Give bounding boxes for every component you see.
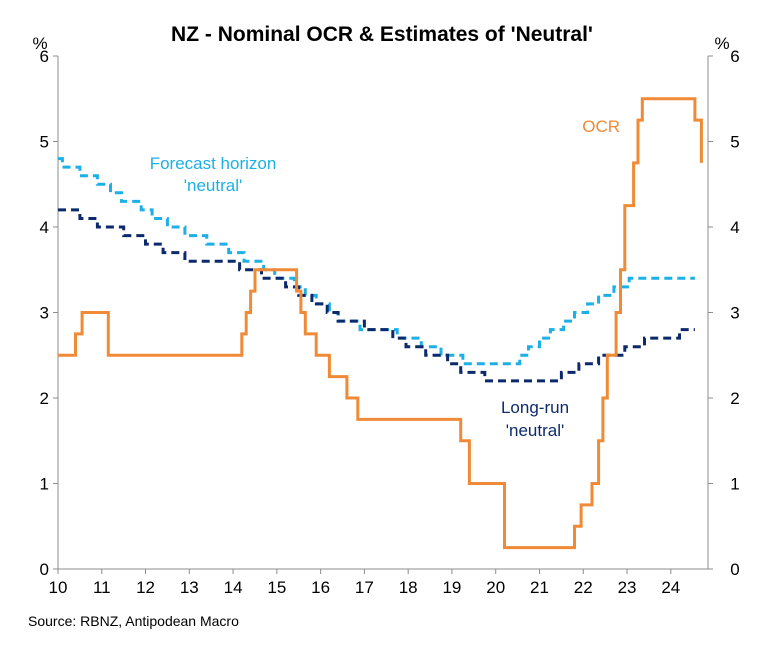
axes: 0 01 12 23 34 45 56 610 11 12 13 14 15 16 17 18 19 20 21 22… bbox=[40, 47, 740, 597]
y-tick-label-left: 0 bbox=[40, 560, 49, 579]
y-tick-label-right: 0 bbox=[730, 560, 739, 579]
y-tick-label-left: 4 bbox=[40, 218, 49, 237]
x-tick-label: 12 bbox=[136, 578, 155, 597]
y-tick-label-left: 5 bbox=[40, 133, 49, 152]
y-tick-label-right: 2 bbox=[730, 389, 739, 408]
source-note: Source: RBNZ, Antipodean Macro bbox=[28, 613, 239, 629]
x-tick-label: 15 bbox=[267, 578, 286, 597]
series-layer bbox=[58, 97, 703, 550]
y-tick-label-left: 3 bbox=[40, 304, 49, 323]
x-tick-label: 24 bbox=[661, 578, 680, 597]
chart-title: NZ - Nominal OCR & Estimates of 'Neutral… bbox=[171, 23, 593, 46]
x-tick-label: 22 bbox=[574, 578, 593, 597]
left-axis-unit: % bbox=[32, 34, 47, 53]
y-tick-label-right: 3 bbox=[730, 304, 739, 323]
x-tick-label: 20 bbox=[486, 578, 505, 597]
ocr-label: OCR bbox=[582, 117, 620, 136]
x-tick-label: 17 bbox=[355, 578, 374, 597]
x-tick-label: 18 bbox=[399, 578, 418, 597]
x-tick-label: 11 bbox=[93, 578, 111, 597]
x-tick-label: 13 bbox=[180, 578, 199, 597]
y-tick-label-right: 4 bbox=[730, 218, 739, 237]
x-tick-label: 19 bbox=[442, 578, 461, 597]
x-tick-label: 23 bbox=[618, 578, 637, 597]
y-tick-label-right: 6 bbox=[730, 47, 739, 66]
ocr-series-line bbox=[58, 97, 703, 550]
y-tick-label-left: 1 bbox=[40, 475, 49, 494]
forecast-label-line1: Forecast horizon bbox=[150, 154, 277, 173]
forecast-label-line2: 'neutral' bbox=[184, 176, 242, 195]
x-tick-label: 14 bbox=[224, 578, 243, 597]
x-tick-label: 16 bbox=[311, 578, 330, 597]
longrun-label-line2: 'neutral' bbox=[506, 421, 564, 440]
y-tick-label-left: 2 bbox=[40, 389, 49, 408]
longrun-neutral-series-line bbox=[58, 208, 695, 383]
forecast-neutral-series-line bbox=[58, 157, 695, 366]
y-tick-label-left: 6 bbox=[40, 47, 49, 66]
x-tick-label: 10 bbox=[49, 578, 68, 597]
y-tick-label-right: 5 bbox=[730, 133, 739, 152]
right-axis-unit: % bbox=[714, 34, 729, 53]
longrun-label-line1: Long-run bbox=[501, 398, 569, 417]
x-tick-label: 21 bbox=[530, 578, 549, 597]
y-tick-label-right: 1 bbox=[730, 475, 739, 494]
